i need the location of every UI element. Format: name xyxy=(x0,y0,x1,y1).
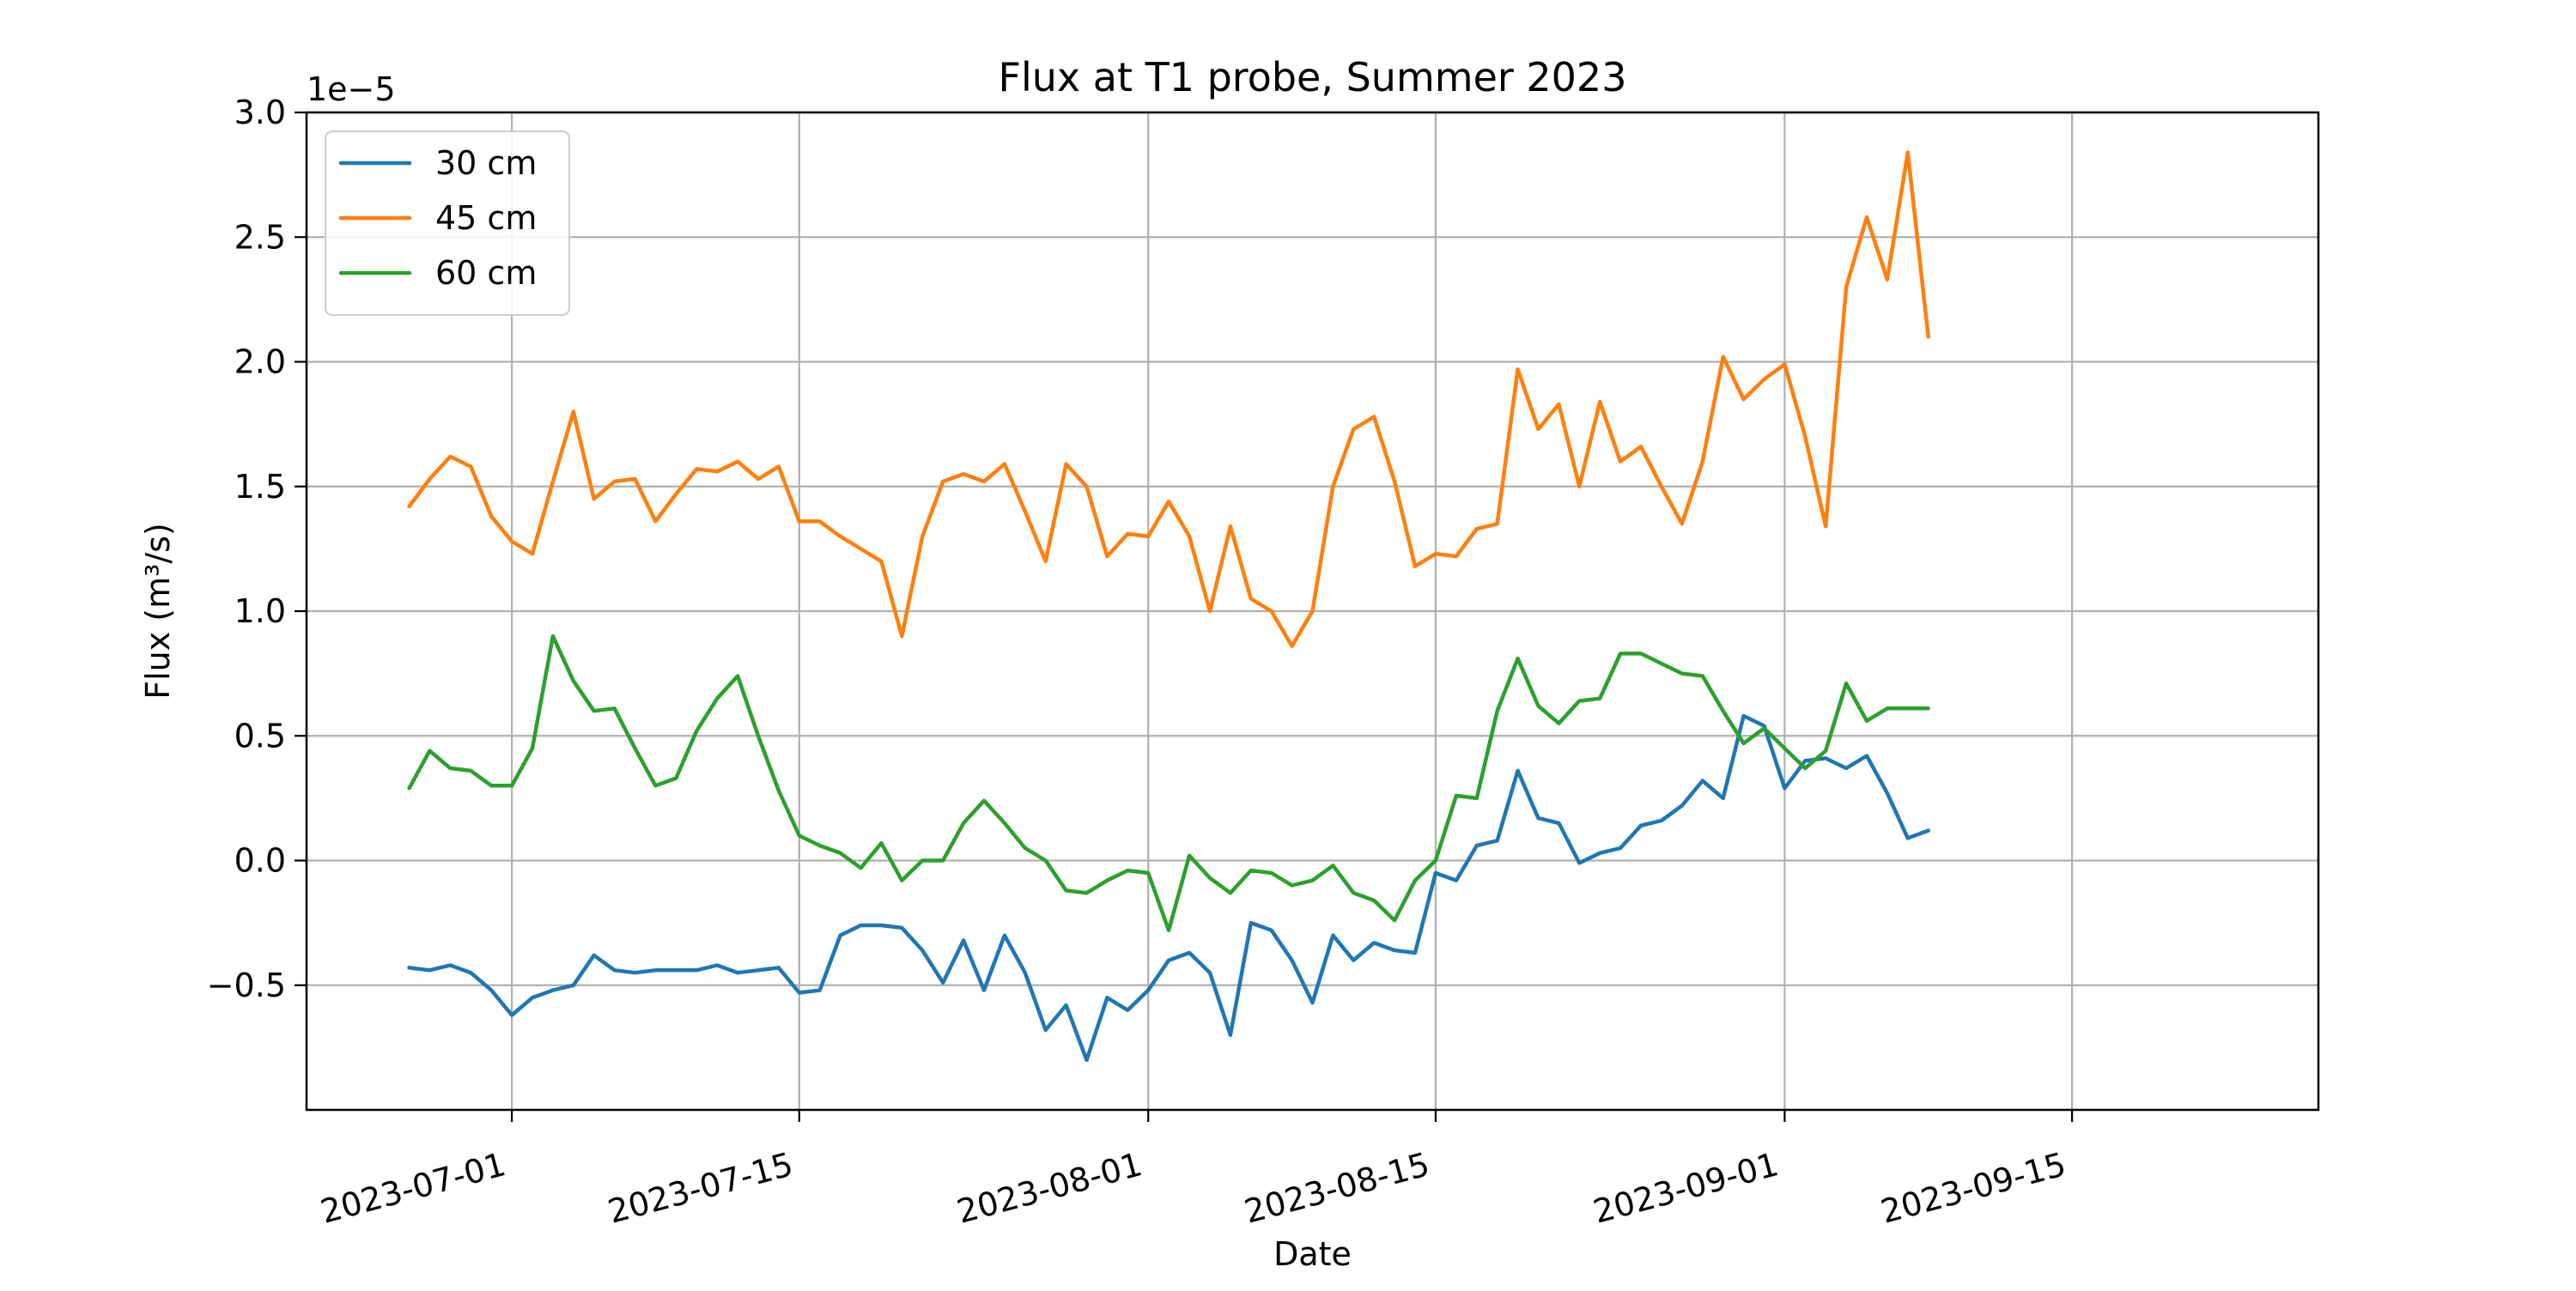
legend: 30 cm 45 cm 60 cm xyxy=(325,130,570,316)
series-line-45-cm xyxy=(407,150,1930,648)
legend-box xyxy=(325,130,570,316)
chart-title: Flux at T1 probe, Summer 2023 xyxy=(999,54,1627,100)
series-lines xyxy=(407,150,1930,1063)
y-offset-label: 1e−5 xyxy=(307,70,396,108)
x-axis-label: Date xyxy=(1273,1235,1352,1273)
y-tick-label: 1.5 xyxy=(234,468,286,506)
y-tick-label: −0.5 xyxy=(207,967,286,1004)
legend-label: 30 cm xyxy=(435,144,537,182)
legend-label: 45 cm xyxy=(435,199,537,237)
y-tick-label: 3.0 xyxy=(234,94,286,131)
y-axis-label: Flux (m³/s) xyxy=(139,523,177,700)
series-line-30-cm xyxy=(407,713,1930,1063)
y-tick-label: 1.0 xyxy=(234,592,286,630)
y-tick-label: 2.5 xyxy=(234,218,286,256)
y-tick-label: 0.0 xyxy=(234,842,286,880)
y-tick-label: 0.5 xyxy=(234,717,286,755)
legend-label: 60 cm xyxy=(435,254,537,292)
y-tick-label: 2.0 xyxy=(234,343,286,381)
series-line-60-cm xyxy=(407,633,1930,933)
